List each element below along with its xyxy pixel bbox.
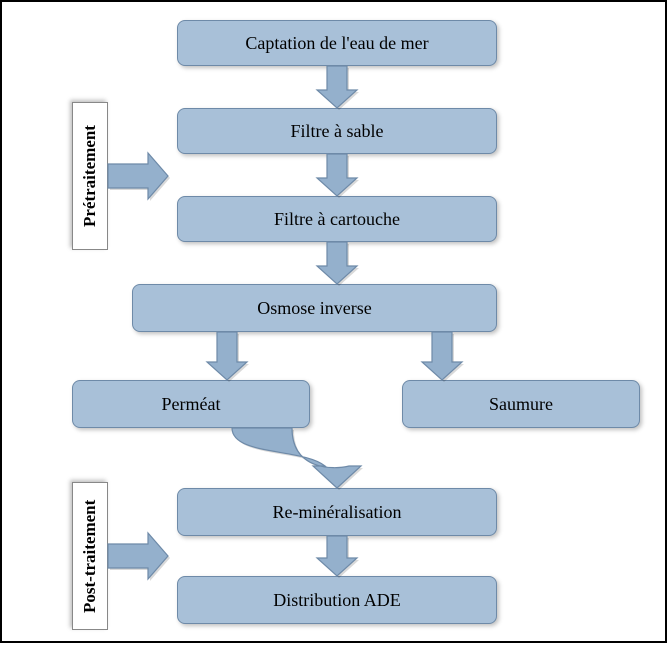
arrow-a5: [422, 332, 462, 380]
arrow-a2: [317, 154, 357, 196]
arrow-a3: [317, 242, 357, 284]
arrow-a1: [317, 66, 357, 108]
arrow-p1: [108, 153, 168, 199]
arrow-a4: [207, 332, 247, 380]
arrow-p2: [108, 533, 168, 579]
connectors-layer: [2, 2, 667, 645]
diagram-frame: Captation de l'eau de mer Filtre à sable…: [0, 0, 667, 643]
arrow-a7: [317, 536, 357, 576]
arrow-a6: [232, 428, 361, 488]
